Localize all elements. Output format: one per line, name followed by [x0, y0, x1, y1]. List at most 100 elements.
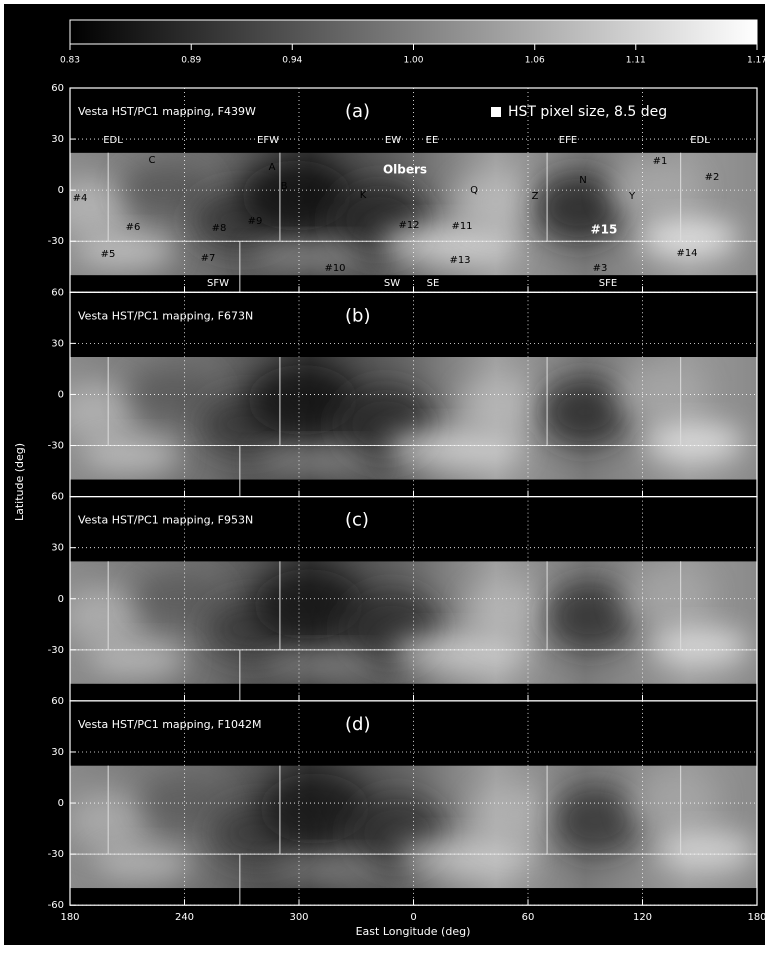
- y-tick-label: -30: [48, 645, 64, 656]
- albedo-blob: [70, 382, 137, 443]
- albedo-blob: [250, 241, 371, 272]
- feature-label: #12: [398, 220, 419, 231]
- feature-label: B: [281, 181, 288, 192]
- feature-label: Olbers: [383, 163, 427, 177]
- feature-label: #14: [676, 248, 697, 259]
- albedo-blob: [256, 446, 377, 477]
- feature-label: #3: [593, 263, 608, 274]
- albedo-blob: [539, 377, 630, 448]
- feature-label: #7: [201, 253, 216, 264]
- map-panel: 60 30 0 -30 Vesta HST/PC1 mapping, F439W (a): [48, 83, 758, 293]
- albedo-blob: [268, 854, 389, 885]
- albedo-blob: [626, 772, 717, 833]
- y-tick-label: 0: [58, 185, 64, 196]
- panel-label: (b): [345, 305, 370, 326]
- x-tick-label: 240: [175, 912, 194, 923]
- albedo-blob: [545, 581, 636, 652]
- y-tick-label: 60: [51, 83, 64, 94]
- albedo-blob: [74, 232, 175, 269]
- feature-label: #9: [248, 216, 263, 227]
- x-tick-label: 180: [60, 912, 79, 923]
- panel-title: Vesta HST/PC1 mapping, F953N: [78, 514, 253, 527]
- feature-label: C: [149, 155, 156, 166]
- feature-label: SW: [384, 278, 400, 289]
- colorbar-tick-label: 1.00: [403, 56, 423, 66]
- feature-label: #6: [126, 222, 141, 233]
- y-tick-label: 60: [51, 492, 64, 503]
- feature-label: EFW: [257, 135, 279, 146]
- albedo-blob: [644, 422, 745, 463]
- feature-label: Z: [532, 191, 539, 202]
- albedo-blob: [80, 437, 181, 474]
- albedo-blob: [533, 172, 624, 243]
- albedo-blob: [656, 831, 757, 872]
- y-tick-label: 30: [51, 338, 64, 349]
- feature-label: #1: [653, 156, 668, 167]
- colorbar-tick-label: 0.83: [60, 56, 80, 66]
- feature-label: SE: [427, 278, 440, 289]
- albedo-blob: [467, 580, 548, 641]
- albedo-blob: [461, 376, 542, 437]
- panel-label: (d): [345, 714, 370, 735]
- albedo-blob: [139, 777, 230, 828]
- feature-label: EDL: [103, 135, 123, 146]
- albedo-blob: [92, 845, 193, 882]
- albedo-blob: [638, 218, 739, 259]
- colorbar-tick-label: 0.94: [282, 56, 302, 66]
- y-tick-label: -60: [48, 900, 64, 911]
- x-tick-label: 180: [747, 912, 766, 923]
- albedo-blob: [127, 368, 218, 419]
- x-tick-label: 300: [289, 912, 308, 923]
- albedo-blob: [455, 171, 536, 232]
- albedo-blob: [253, 569, 364, 640]
- feature-label: #4: [73, 193, 88, 204]
- albedo-blob: [395, 837, 536, 878]
- panel-title: Vesta HST/PC1 mapping, F1042M: [78, 718, 261, 731]
- y-tick-label: 0: [58, 389, 64, 400]
- feature-label: #13: [449, 255, 470, 266]
- y-tick-label: 60: [51, 287, 64, 298]
- x-axis-label: East Longitude (deg): [356, 925, 471, 938]
- panel-title: Vesta HST/PC1 mapping, F439W: [78, 105, 256, 118]
- y-tick-label: 30: [51, 134, 64, 145]
- y-tick-label: -30: [48, 236, 64, 247]
- albedo-blob: [620, 568, 711, 629]
- albedo-blob: [70, 177, 131, 238]
- pixel-size-marker: [491, 107, 501, 117]
- albedo-blob: [551, 785, 642, 856]
- albedo-blob: [70, 790, 149, 851]
- feature-label: #5: [101, 249, 116, 260]
- colorbar-tick-label: 1.11: [626, 56, 646, 66]
- y-tick-label: 60: [51, 696, 64, 707]
- feature-label: SFE: [599, 278, 617, 289]
- pixel-size-note: HST pixel size, 8.5 deg: [508, 104, 667, 120]
- albedo-blob: [86, 641, 187, 678]
- albedo-map: [70, 152, 757, 276]
- albedo-blob: [133, 573, 224, 624]
- feature-label: #2: [705, 172, 720, 183]
- panel-label: (a): [345, 101, 370, 122]
- albedo-blob: [262, 650, 383, 681]
- y-tick-label: 0: [58, 594, 64, 605]
- albedo-blob: [608, 159, 699, 220]
- y-axis-label: Latitude (deg): [13, 443, 26, 521]
- panel-label: (c): [345, 510, 369, 531]
- y-tick-label: -30: [48, 849, 64, 860]
- feature-label: A: [269, 162, 276, 173]
- feature-label: EFE: [559, 135, 577, 146]
- albedo-blob: [377, 224, 518, 265]
- panel-frame: [69, 700, 758, 906]
- albedo-blob: [473, 784, 554, 845]
- y-tick-label: -30: [48, 441, 64, 452]
- feature-label: Y: [628, 191, 636, 202]
- feature-label: SFW: [207, 278, 229, 289]
- albedo-blob: [259, 773, 370, 844]
- albedo-blob: [389, 633, 530, 674]
- feature-label: #10: [324, 263, 345, 274]
- x-tick-label: 120: [633, 912, 652, 923]
- albedo-map: [70, 765, 757, 889]
- albedo-blob: [121, 164, 212, 215]
- albedo-blob: [614, 363, 705, 424]
- y-tick-label: 30: [51, 543, 64, 554]
- albedo-map: [70, 356, 757, 480]
